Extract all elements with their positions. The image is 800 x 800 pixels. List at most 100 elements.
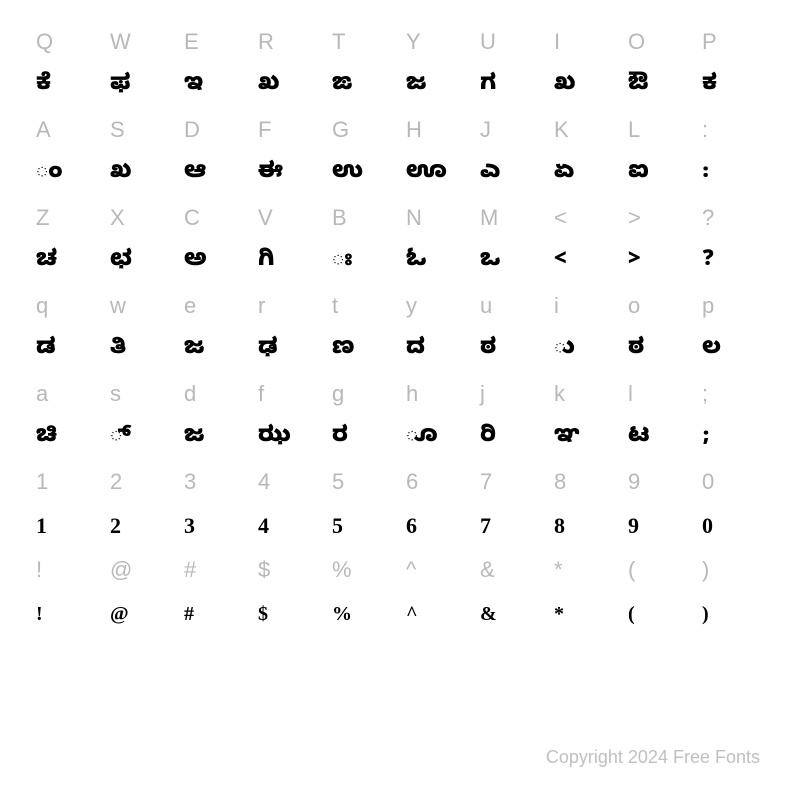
grid-cell: ಠ bbox=[474, 328, 548, 372]
grid-cell: W bbox=[104, 20, 178, 64]
glyph-digit: 2 bbox=[110, 513, 121, 539]
glyph-digit: 4 bbox=[258, 513, 269, 539]
grid-cell: ಒ bbox=[474, 240, 548, 284]
key-label: @ bbox=[110, 557, 132, 583]
key-label: U bbox=[480, 29, 496, 55]
key-label: 8 bbox=[554, 469, 566, 495]
key-label: q bbox=[36, 293, 48, 319]
grid-cell: 8 bbox=[548, 504, 622, 548]
grid-cell: ು bbox=[548, 328, 622, 372]
grid-cell: k bbox=[548, 372, 622, 416]
grid-cell: ಢ bbox=[252, 328, 326, 372]
grid-cell: ಎ bbox=[474, 152, 548, 196]
key-label: r bbox=[258, 293, 265, 319]
grid-cell: 4 bbox=[252, 504, 326, 548]
grid-cell: ಖ bbox=[252, 64, 326, 108]
grid-cell: ಂ bbox=[30, 152, 104, 196]
grid-cell: R bbox=[252, 20, 326, 64]
grid-cell: ಚಿ bbox=[30, 416, 104, 460]
key-label: t bbox=[332, 293, 338, 319]
glyph-symbol: & bbox=[480, 603, 497, 626]
grid-cell: 7 bbox=[474, 460, 548, 504]
grid-cell: F bbox=[252, 108, 326, 152]
glyph-script: ಇ bbox=[184, 71, 203, 101]
key-label: G bbox=[332, 117, 349, 143]
character-map-grid: QWERTYUIOPಕೆಫಇಖಙಜಗಖಔಕASDFGHJKL:ಂಖಆಈಉಊಎಏಐ… bbox=[0, 0, 800, 646]
grid-cell: ಖ bbox=[104, 152, 178, 196]
glyph-script: ಕೆ bbox=[36, 71, 51, 101]
key-label: N bbox=[406, 205, 422, 231]
grid-cell: T bbox=[326, 20, 400, 64]
key-label: 6 bbox=[406, 469, 418, 495]
grid-cell: 1 bbox=[30, 460, 104, 504]
grid-cell: l bbox=[622, 372, 696, 416]
key-label: Q bbox=[36, 29, 53, 55]
glyph-script: ಓ bbox=[406, 247, 426, 277]
glyph-script: ದ bbox=[406, 335, 425, 365]
glyph-script: ಆ bbox=[184, 159, 206, 189]
grid-cell: ಫ bbox=[104, 64, 178, 108]
grid-cell: I bbox=[548, 20, 622, 64]
key-label: a bbox=[36, 381, 48, 407]
grid-cell: P bbox=[696, 20, 770, 64]
glyph-script: ಊ bbox=[406, 159, 447, 189]
key-label: 1 bbox=[36, 469, 48, 495]
grid-cell: ಕೆ bbox=[30, 64, 104, 108]
key-label: u bbox=[480, 293, 492, 319]
glyph-script: ಟ bbox=[628, 423, 650, 453]
key-label: E bbox=[184, 29, 199, 55]
glyph-symbol: # bbox=[184, 603, 194, 626]
grid-cell: ಙ bbox=[326, 64, 400, 108]
grid-cell: ಊ bbox=[400, 152, 474, 196]
key-label: H bbox=[406, 117, 422, 143]
glyph-script: ಢ bbox=[258, 335, 278, 365]
glyph-digit: 9 bbox=[628, 513, 639, 539]
grid-cell: < bbox=[548, 240, 622, 284]
glyph-script: ಎ bbox=[480, 159, 500, 189]
grid-cell: ಐ bbox=[622, 152, 696, 196]
grid-cell: 2 bbox=[104, 504, 178, 548]
grid-cell: 5 bbox=[326, 504, 400, 548]
glyph-digit: 8 bbox=[554, 513, 565, 539]
glyph-script: : bbox=[702, 159, 709, 189]
grid-cell: 3 bbox=[178, 504, 252, 548]
glyph-symbol: ! bbox=[36, 603, 43, 626]
grid-cell: ಉ bbox=[326, 152, 400, 196]
grid-cell: V bbox=[252, 196, 326, 240]
grid-cell: ಚ bbox=[30, 240, 104, 284]
grid-cell: X bbox=[104, 196, 178, 240]
key-label: 7 bbox=[480, 469, 492, 495]
grid-cell: M bbox=[474, 196, 548, 240]
grid-cell: e bbox=[178, 284, 252, 328]
glyph-symbol: $ bbox=[258, 603, 268, 626]
grid-cell: @ bbox=[104, 592, 178, 636]
glyph-script: ಜ bbox=[406, 71, 426, 101]
grid-cell: Y bbox=[400, 20, 474, 64]
grid-cell: ಕ bbox=[696, 64, 770, 108]
grid-cell: ಣ bbox=[326, 328, 400, 372]
glyph-script: ಏ bbox=[554, 159, 574, 189]
grid-cell: : bbox=[696, 108, 770, 152]
glyph-script: ಂ bbox=[36, 159, 62, 189]
key-label: S bbox=[110, 117, 125, 143]
grid-cell: K bbox=[548, 108, 622, 152]
key-label: J bbox=[480, 117, 491, 143]
grid-cell: f bbox=[252, 372, 326, 416]
glyph-symbol: * bbox=[554, 603, 564, 626]
grid-cell: : bbox=[696, 152, 770, 196]
grid-cell: ? bbox=[696, 196, 770, 240]
grid-cell: $ bbox=[252, 592, 326, 636]
grid-cell: J bbox=[474, 108, 548, 152]
grid-cell: % bbox=[326, 548, 400, 592]
grid-cell: 8 bbox=[548, 460, 622, 504]
glyph-script: ಗಿ bbox=[258, 247, 274, 277]
grid-cell: 7 bbox=[474, 504, 548, 548]
grid-cell: 5 bbox=[326, 460, 400, 504]
grid-cell: @ bbox=[104, 548, 178, 592]
grid-cell: S bbox=[104, 108, 178, 152]
key-label: Y bbox=[406, 29, 421, 55]
key-label: W bbox=[110, 29, 131, 55]
key-label: d bbox=[184, 381, 196, 407]
key-label: s bbox=[110, 381, 121, 407]
grid-cell: ಡ bbox=[30, 328, 104, 372]
